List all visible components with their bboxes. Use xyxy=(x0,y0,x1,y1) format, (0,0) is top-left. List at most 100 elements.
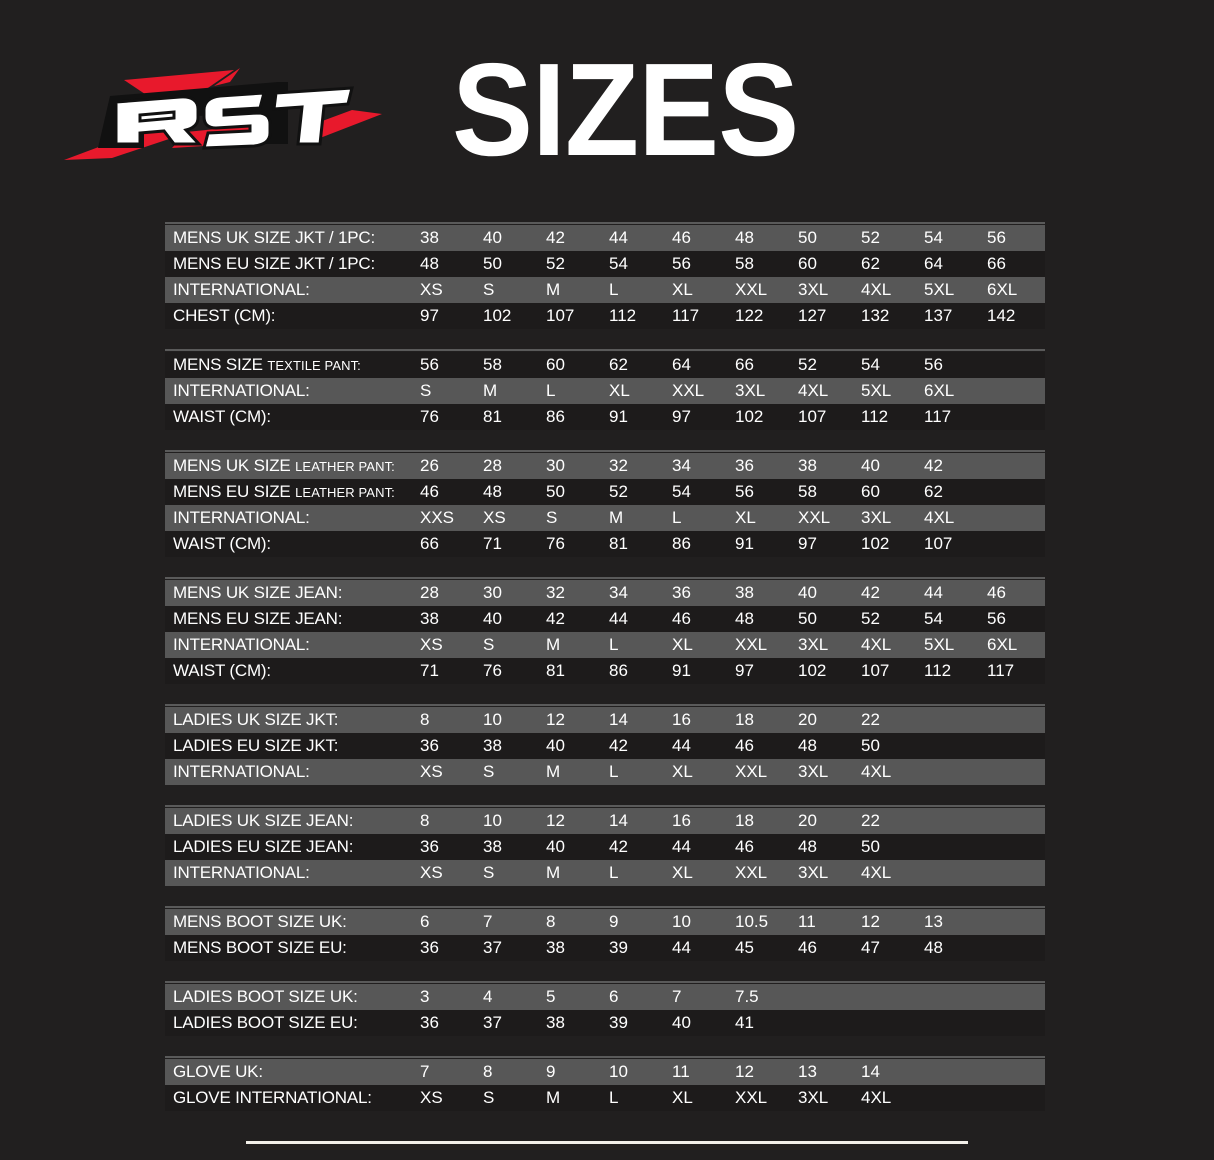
size-cell: 32 xyxy=(546,583,565,602)
size-cell: S xyxy=(420,381,432,400)
row-label-main: LADIES BOOT SIZE UK: xyxy=(173,987,358,1006)
size-cell: 50 xyxy=(861,736,880,755)
size-cell: 14 xyxy=(861,1062,880,1081)
size-cell: XXL xyxy=(735,762,768,781)
size-cell: 50 xyxy=(798,609,817,628)
row-values: 36 38 40 42 44 46 48 50 xyxy=(420,736,1045,756)
row-values: 8 10 12 14 16 18 20 22 xyxy=(420,710,1045,730)
size-cell: 81 xyxy=(609,534,628,553)
size-cell: 107 xyxy=(861,661,890,680)
size-cell: 38 xyxy=(420,228,439,247)
size-cell: XS xyxy=(420,635,443,654)
size-cell: 3XL xyxy=(798,635,829,654)
size-cell: 38 xyxy=(798,456,817,475)
page-title: SIZES xyxy=(452,36,799,183)
size-cell: 5XL xyxy=(924,635,955,654)
size-section: MENS UK SIZE LEATHER PANT: 26 28 30 32 34 36 38… xyxy=(165,450,1045,557)
row-label-main: MENS EU SIZE JEAN: xyxy=(173,609,343,628)
size-cell: 41 xyxy=(735,1013,754,1032)
size-cell: 86 xyxy=(609,661,628,680)
size-cell: 56 xyxy=(924,355,943,374)
table-row: INTERNATIONAL: XS S M L XL XXL 3XL 4XL 5XL 6XL xyxy=(165,277,1045,303)
size-cell: 58 xyxy=(483,355,502,374)
size-cell: XXS xyxy=(420,508,455,527)
size-cell: 36 xyxy=(672,583,691,602)
size-cell: 112 xyxy=(861,407,889,426)
size-cell: XS xyxy=(420,762,443,781)
table-row: MENS UK SIZE LEATHER PANT: 26 28 30 32 34 36 38… xyxy=(165,453,1045,479)
row-values: 26 28 30 32 34 36 38 40 42 xyxy=(420,456,1045,476)
size-cell: M xyxy=(546,280,561,299)
size-cell: 46 xyxy=(672,228,691,247)
size-cell: 18 xyxy=(735,710,754,729)
row-label: MENS EU SIZE LEATHER PANT: xyxy=(165,482,420,502)
row-label: INTERNATIONAL: xyxy=(165,280,420,300)
size-cell: 81 xyxy=(483,407,502,426)
size-cell: 102 xyxy=(861,534,890,553)
size-cell: 48 xyxy=(483,482,502,501)
size-cell: XL xyxy=(672,863,693,882)
size-cell: XL xyxy=(735,508,756,527)
size-cell: S xyxy=(546,508,558,527)
size-cell: 10 xyxy=(609,1062,628,1081)
size-cell: 3 xyxy=(420,987,430,1006)
table-row: LADIES EU SIZE JKT: 36 38 40 42 44 46 48 50 xyxy=(165,733,1045,759)
row-label: WAIST (CM): xyxy=(165,407,420,427)
table-row: LADIES BOOT SIZE UK: 3 4 5 6 7 7.5 xyxy=(165,984,1045,1010)
size-cell: 44 xyxy=(672,837,691,856)
size-cell: 60 xyxy=(798,254,817,273)
size-cell: 10 xyxy=(483,811,502,830)
size-cell: 28 xyxy=(483,456,502,475)
size-cell: 42 xyxy=(609,736,628,755)
row-label: MENS BOOT SIZE EU: xyxy=(165,938,420,958)
row-label: LADIES EU SIZE JEAN: xyxy=(165,837,420,857)
size-cell: 81 xyxy=(546,661,565,680)
size-cell: 6XL xyxy=(987,635,1018,654)
size-cell: 16 xyxy=(672,710,691,729)
size-cell: XXL xyxy=(735,863,768,882)
size-cell: 97 xyxy=(672,407,691,426)
size-cell: 44 xyxy=(924,583,943,602)
size-cell: 46 xyxy=(672,609,691,628)
row-label: LADIES UK SIZE JEAN: xyxy=(165,811,420,831)
size-cell: 36 xyxy=(420,736,439,755)
size-cell: 3XL xyxy=(798,863,829,882)
size-cell: XL xyxy=(672,280,693,299)
table-row: MENS EU SIZE JEAN: 38 40 42 44 46 48 50 52 54 56 xyxy=(165,606,1045,632)
row-label-main: MENS EU SIZE JKT / 1PC: xyxy=(173,254,375,273)
size-cell: 4XL xyxy=(798,381,829,400)
size-cell: 22 xyxy=(861,811,880,830)
size-cell: 97 xyxy=(735,661,754,680)
size-cell: 117 xyxy=(987,661,1015,680)
row-label: LADIES EU SIZE JKT: xyxy=(165,736,420,756)
row-label: INTERNATIONAL: xyxy=(165,762,420,782)
size-cell: 20 xyxy=(798,710,817,729)
section-divider xyxy=(165,906,1045,908)
size-cell: 48 xyxy=(735,609,754,628)
section-divider xyxy=(165,450,1045,452)
size-cell: 137 xyxy=(924,306,953,325)
size-cell: 54 xyxy=(861,355,880,374)
size-section: MENS UK SIZE JEAN: 28 30 32 34 36 38 40 42 44 46 ME… xyxy=(165,577,1045,684)
row-label-main: WAIST (CM): xyxy=(173,407,271,426)
row-label-main: LADIES BOOT SIZE EU: xyxy=(173,1013,358,1032)
size-cell: 40 xyxy=(483,228,502,247)
size-cell: XL xyxy=(672,762,693,781)
size-cell: 58 xyxy=(798,482,817,501)
table-row: MENS SIZE TEXTILE PANT: 56 58 60 62 64 66 52 54 5… xyxy=(165,352,1045,378)
section-divider xyxy=(165,805,1045,807)
size-cell: 38 xyxy=(546,938,565,957)
row-label: LADIES BOOT SIZE EU: xyxy=(165,1013,420,1033)
size-cell: 76 xyxy=(420,407,439,426)
size-cell: 56 xyxy=(672,254,691,273)
footer-divider xyxy=(246,1141,968,1144)
row-values: 36 37 38 39 44 45 46 47 48 xyxy=(420,938,1045,958)
size-cell: 36 xyxy=(420,1013,439,1032)
size-cell: 38 xyxy=(735,583,754,602)
size-cell: 46 xyxy=(735,837,754,856)
row-label-qualifier: LEATHER PANT: xyxy=(295,459,395,474)
size-cell: 3XL xyxy=(798,280,829,299)
size-cell: 60 xyxy=(861,482,880,501)
size-cell: 52 xyxy=(861,228,880,247)
size-cell: 4XL xyxy=(861,762,892,781)
